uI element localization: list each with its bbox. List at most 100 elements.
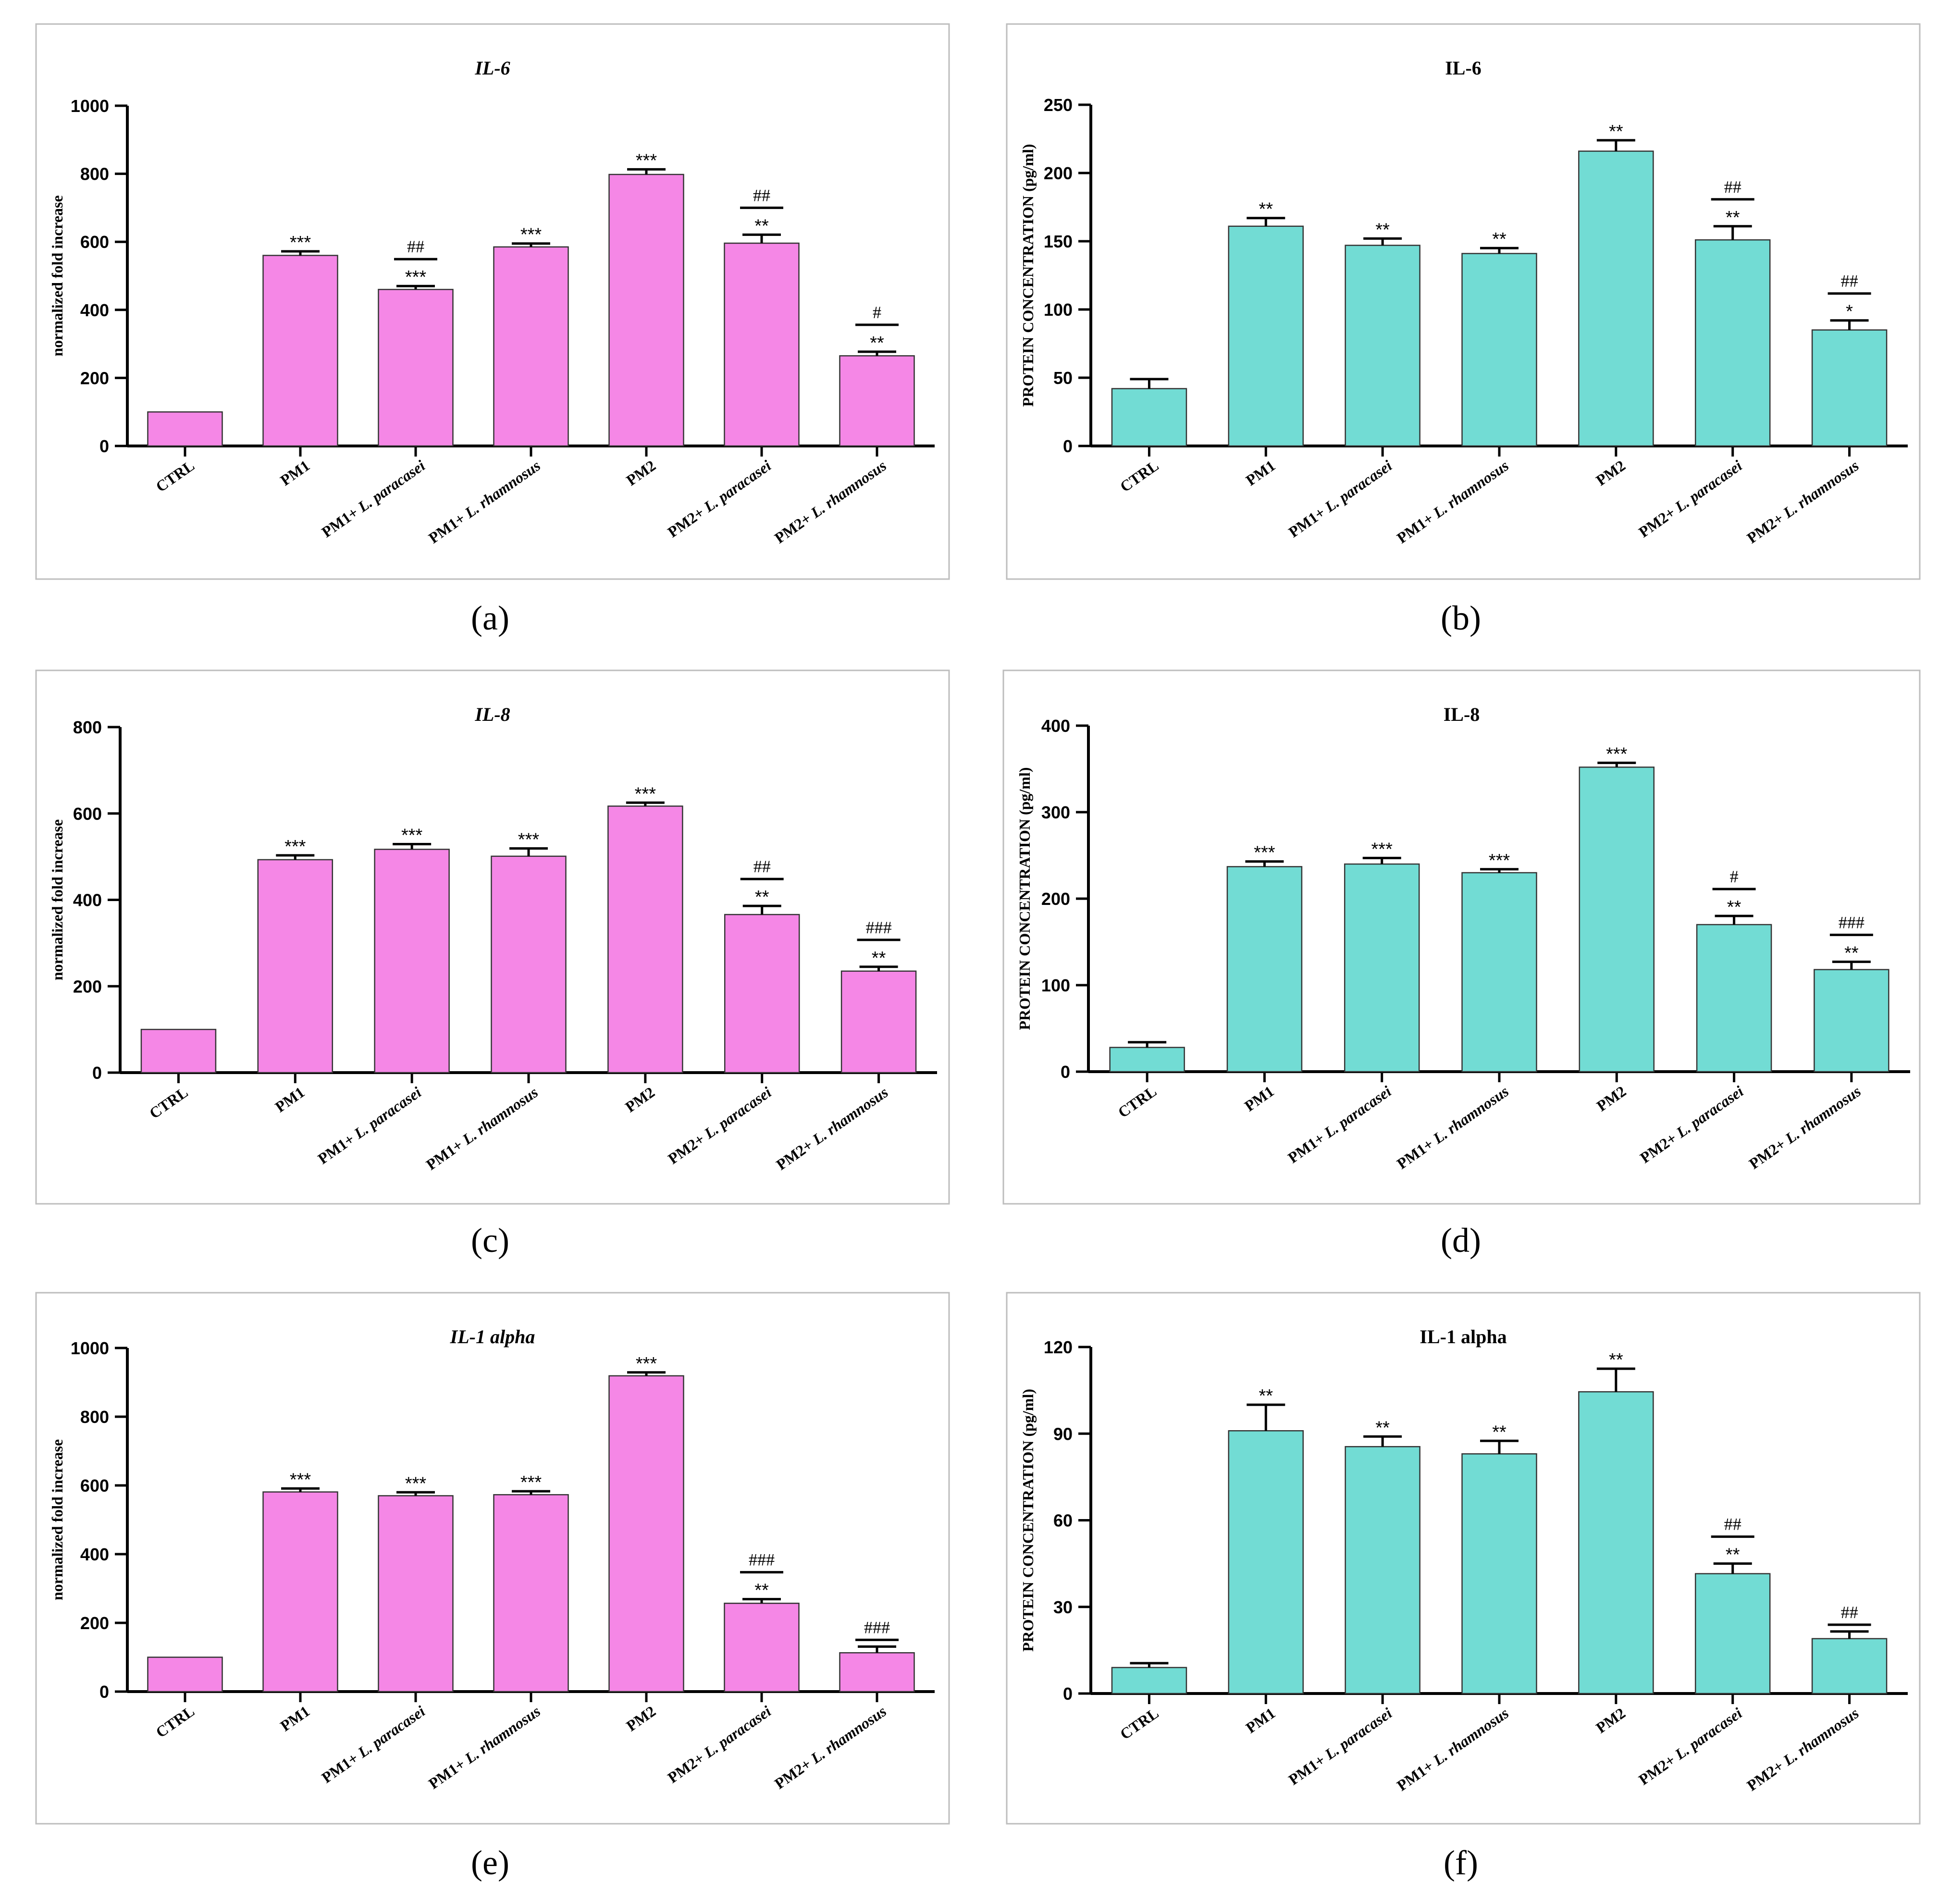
y-axis-label: normalized fold increase xyxy=(49,195,66,356)
significance-stars: *** xyxy=(636,1354,657,1374)
bar xyxy=(1814,969,1889,1073)
y-tick-label: 400 xyxy=(1041,716,1070,736)
x-tick-label: CTRL xyxy=(1117,457,1161,495)
bar xyxy=(493,1494,569,1693)
significance-stars: ** xyxy=(1609,122,1623,142)
x-tick-label: PM1 xyxy=(1243,1704,1279,1736)
significance-hash: ## xyxy=(753,185,770,205)
panel-frame xyxy=(1002,669,1921,1205)
bar xyxy=(491,855,567,1074)
y-tick-label: 120 xyxy=(1044,1337,1073,1357)
x-tick-label: PM1+ L. paracasei xyxy=(319,457,429,541)
x-tick-label: PM1+ L. rhamnosus xyxy=(425,1702,543,1792)
significance-stars: *** xyxy=(635,784,656,804)
x-tick-label: CTRL xyxy=(1117,1704,1161,1743)
bar xyxy=(1111,1667,1187,1694)
x-tick-label: PM2+ L. paracasei xyxy=(665,1083,775,1167)
chart-panel-a: IL-6 0 200 400 600 800 1000 normalized fold inc… xyxy=(35,23,950,580)
panel-caption: (d) xyxy=(1441,1221,1481,1260)
x-tick-label: PM1 xyxy=(272,1083,308,1115)
x-tick-label: PM1 xyxy=(277,1702,313,1734)
x-tick-label: PM1 xyxy=(277,457,313,489)
significance-stars: *** xyxy=(520,225,542,245)
x-tick-label: PM2+ L. rhamnosus xyxy=(771,1702,889,1792)
significance-stars: ** xyxy=(754,216,769,236)
x-tick-label: CTRL xyxy=(146,1083,191,1122)
y-tick-label: 200 xyxy=(73,977,102,996)
x-tick-label: PM2 xyxy=(1593,1082,1630,1114)
panel-frame xyxy=(35,23,950,580)
significance-hash: ### xyxy=(866,918,892,937)
x-tick-label: PM1+ L. rhamnosus xyxy=(425,457,543,546)
y-tick-label: 200 xyxy=(80,368,109,388)
y-tick-label: 250 xyxy=(1044,95,1073,115)
y-axis-label: normalized fold increase xyxy=(49,1439,66,1600)
bar xyxy=(378,1495,454,1693)
bar xyxy=(257,859,333,1074)
x-tick-label: PM1+ L. paracasei xyxy=(319,1702,429,1786)
x-tick-label: PM2+ L. rhamnosus xyxy=(1744,457,1862,546)
y-tick-label: 400 xyxy=(73,890,102,910)
significance-stars: ** xyxy=(1492,1422,1506,1442)
chart-title: IL-8 xyxy=(1444,704,1480,725)
significance-hash: ### xyxy=(749,1550,775,1570)
y-tick-label: 1000 xyxy=(71,96,109,116)
y-tick-label: 0 xyxy=(1061,1062,1070,1082)
panel-caption: (c) xyxy=(471,1221,509,1260)
bar xyxy=(1461,253,1537,447)
significance-stars: *** xyxy=(405,1473,427,1494)
x-tick-label: PM2 xyxy=(1593,457,1629,489)
bar xyxy=(840,970,917,1074)
panel-caption: (f) xyxy=(1444,1843,1478,1882)
significance-stars: *** xyxy=(636,150,657,171)
y-tick-label: 600 xyxy=(73,804,102,824)
panel-frame xyxy=(35,1292,950,1825)
significance-stars: *** xyxy=(290,1470,311,1490)
bar xyxy=(147,411,223,447)
y-tick-label: 300 xyxy=(1041,803,1070,822)
significance-stars: *** xyxy=(1371,839,1393,859)
bar xyxy=(1461,1453,1537,1694)
bar xyxy=(1811,329,1888,447)
x-tick-label: PM1+ L. paracasei xyxy=(315,1083,425,1167)
bar xyxy=(1579,767,1655,1073)
bar xyxy=(262,1491,338,1693)
significance-stars: ** xyxy=(1844,943,1859,963)
y-tick-label: 400 xyxy=(80,1545,109,1564)
y-tick-label: 800 xyxy=(80,1407,109,1427)
y-axis-label: PROTEIN CONCENTRATION (pg/ml) xyxy=(1019,1389,1037,1652)
y-tick-label: 0 xyxy=(1063,436,1073,456)
x-tick-label: PM1 xyxy=(1243,457,1279,489)
significance-hash: # xyxy=(873,303,881,322)
x-tick-label: PM1+ L. rhamnosus xyxy=(423,1083,541,1173)
bar xyxy=(378,289,454,447)
bar xyxy=(1694,239,1771,447)
x-tick-label: PM2 xyxy=(623,457,659,489)
bar xyxy=(1228,225,1304,447)
panel-caption: (a) xyxy=(471,599,509,637)
x-tick-label: PM2+ L. paracasei xyxy=(665,1702,775,1786)
bar xyxy=(262,255,338,447)
significance-stars: ** xyxy=(870,333,884,353)
significance-stars: ** xyxy=(1609,1350,1623,1370)
significance-hash: ## xyxy=(1841,272,1858,291)
x-tick-label: PM2 xyxy=(1593,1704,1629,1736)
significance-stars: ** xyxy=(872,948,886,968)
y-tick-label: 150 xyxy=(1044,232,1073,251)
y-tick-label: 200 xyxy=(80,1613,109,1633)
y-tick-label: 400 xyxy=(80,300,109,320)
bar xyxy=(1694,1573,1771,1694)
chart-title: IL-8 xyxy=(474,704,510,725)
bar xyxy=(1811,1638,1888,1694)
bar xyxy=(493,246,569,447)
y-tick-label: 800 xyxy=(73,717,102,737)
bar xyxy=(724,1602,800,1693)
y-axis-label: normalized fold increase xyxy=(49,819,66,980)
significance-stars: ** xyxy=(1492,229,1506,249)
y-tick-label: 0 xyxy=(99,1682,109,1702)
bar xyxy=(724,242,800,447)
significance-stars: ** xyxy=(1727,897,1741,917)
y-tick-label: 90 xyxy=(1053,1424,1073,1444)
x-tick-label: CTRL xyxy=(153,1702,198,1741)
y-axis-label: PROTEIN CONCENTRATION (pg/ml) xyxy=(1019,144,1037,407)
